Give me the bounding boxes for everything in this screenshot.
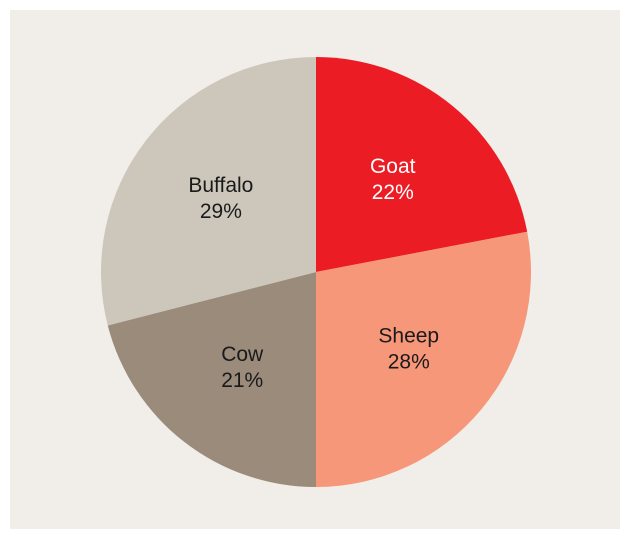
pie-slice-sheep (316, 231, 531, 487)
slice-percent-goat: 22% (372, 181, 414, 204)
pie-labels: Goat 22% Sheep 28% Cow 21% Buffalo 29% (188, 155, 439, 392)
slice-label-cow: Cow (221, 343, 264, 366)
pie-slice-buffalo (100, 57, 316, 326)
slice-label-sheep: Sheep (378, 325, 439, 348)
pie-chart: Goat 22% Sheep 28% Cow 21% Buffalo 29% (100, 57, 531, 487)
slice-label-goat: Goat (370, 155, 416, 178)
slice-percent-cow: 21% (221, 369, 263, 392)
pie-slices (100, 57, 531, 487)
slice-percent-buffalo: 29% (200, 200, 242, 223)
slice-percent-sheep: 28% (388, 351, 430, 374)
pie-slice-goat (316, 57, 528, 272)
chart-panel: Goat 22% Sheep 28% Cow 21% Buffalo 29% (10, 10, 620, 529)
slice-label-buffalo: Buffalo (188, 174, 253, 197)
pie-slice-cow (107, 272, 316, 487)
